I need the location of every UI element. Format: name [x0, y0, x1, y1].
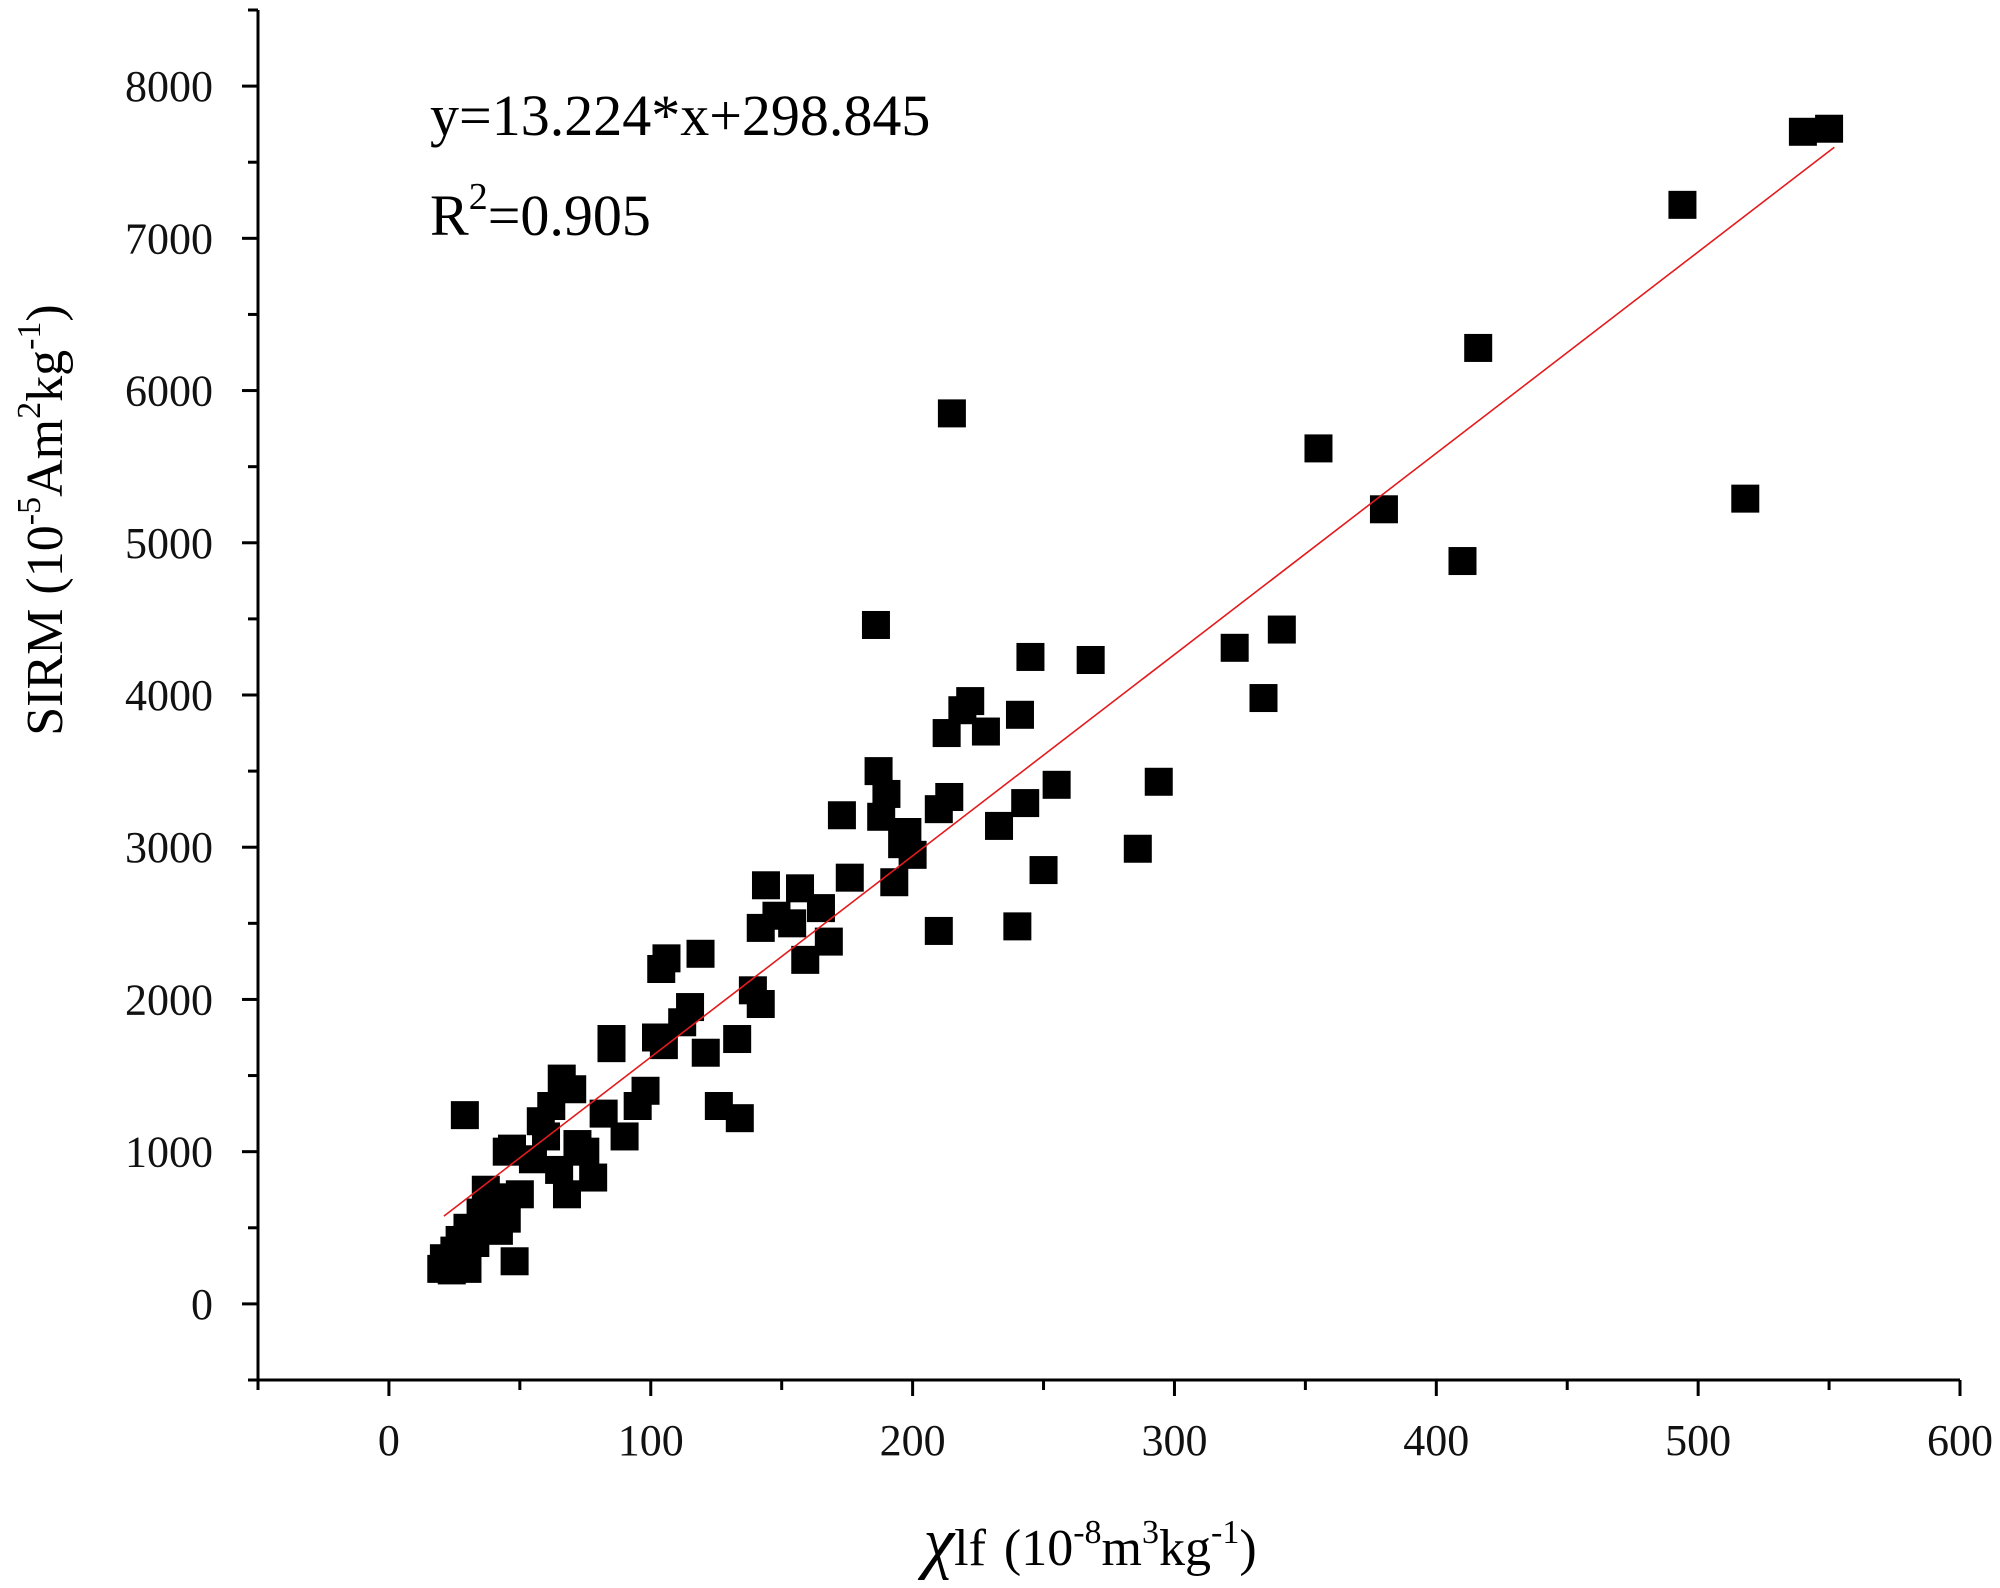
- x-tick-label: 500: [1665, 1416, 1731, 1465]
- data-point: [791, 945, 820, 974]
- x-axis-ticks: 0 100 200 300 400 500 600: [256, 1380, 1993, 1465]
- data-point: [723, 1025, 752, 1054]
- data-point: [579, 1163, 608, 1192]
- data-point: [691, 1038, 720, 1067]
- data-point: [924, 916, 953, 945]
- data-point: [505, 1180, 534, 1209]
- y-tick-label: 6000: [125, 367, 213, 416]
- y-tick-label: 3000: [125, 823, 213, 872]
- data-point: [1668, 190, 1697, 219]
- data-point: [1249, 684, 1278, 713]
- data-point: [971, 717, 1000, 746]
- y-tick-label: 1000: [125, 1128, 213, 1177]
- data-point: [827, 801, 856, 830]
- data-point: [880, 868, 909, 897]
- x-tick-label: 200: [880, 1416, 946, 1465]
- data-point: [937, 399, 966, 428]
- y-tick-label: 5000: [125, 519, 213, 568]
- data-point: [778, 909, 807, 938]
- data-point: [450, 1101, 479, 1130]
- data-point: [814, 927, 843, 956]
- data-point: [492, 1137, 521, 1166]
- data-point: [1042, 770, 1071, 799]
- y-tick-label: 7000: [125, 214, 213, 263]
- y-tick-label: 4000: [125, 671, 213, 720]
- y-axis-title: SIRM(10-5Am2kg-1): [11, 304, 74, 735]
- data-point: [652, 944, 681, 973]
- r2-annotation: R2=0.905: [430, 176, 651, 248]
- data-point: [484, 1216, 513, 1245]
- data-point: [1029, 856, 1058, 885]
- data-point: [935, 782, 964, 811]
- data-point: [725, 1104, 754, 1133]
- y-tick-label: 0: [191, 1280, 213, 1329]
- data-point: [1304, 434, 1333, 463]
- data-point: [610, 1122, 639, 1151]
- data-point: [676, 993, 705, 1022]
- data-point: [1076, 645, 1105, 674]
- data-point: [1011, 789, 1040, 818]
- data-point: [861, 610, 890, 639]
- data-point: [1267, 615, 1296, 644]
- data-point: [1005, 700, 1034, 729]
- x-tick-label: 300: [1141, 1416, 1207, 1465]
- x-tick-label: 0: [378, 1416, 400, 1465]
- x-tick-label: 100: [618, 1416, 684, 1465]
- data-point: [985, 811, 1014, 840]
- data-point: [1003, 912, 1032, 941]
- data-point: [518, 1145, 547, 1174]
- data-point: [500, 1247, 529, 1276]
- data-point: [1220, 633, 1249, 662]
- data-point: [1448, 547, 1477, 576]
- x-axis-title: χlf (10-8m3kg-1): [917, 1504, 1256, 1581]
- x-tick-label: 600: [1927, 1416, 1993, 1465]
- data-point: [1369, 495, 1398, 524]
- data-point: [453, 1254, 482, 1283]
- data-point: [1788, 117, 1817, 146]
- data-point: [1731, 484, 1760, 513]
- y-tick-label: 8000: [125, 62, 213, 111]
- data-point: [558, 1075, 587, 1104]
- fit-line: [443, 146, 1835, 1217]
- x-tick-label: 400: [1403, 1416, 1469, 1465]
- data-point: [956, 687, 985, 716]
- data-point: [597, 1034, 626, 1063]
- data-point: [1144, 767, 1173, 796]
- data-point: [631, 1076, 660, 1105]
- data-points: [427, 114, 1844, 1285]
- data-point: [751, 871, 780, 900]
- data-point: [806, 894, 835, 923]
- data-point: [1464, 333, 1493, 362]
- y-axis-ticks: 0 1000 2000 3000 4000 5000 6000 7000 8000: [125, 8, 258, 1382]
- data-point: [686, 939, 715, 968]
- data-point: [545, 1155, 574, 1184]
- data-point: [1123, 834, 1152, 863]
- data-point: [1815, 114, 1844, 143]
- data-point: [563, 1130, 592, 1159]
- data-point: [1016, 642, 1045, 671]
- data-point: [746, 990, 775, 1019]
- data-point: [872, 779, 901, 808]
- data-point: [552, 1180, 581, 1209]
- data-point: [461, 1229, 490, 1257]
- equation-annotation: y=13.224*x+298.845: [430, 83, 930, 148]
- data-point: [835, 863, 864, 892]
- y-tick-label: 2000: [125, 975, 213, 1024]
